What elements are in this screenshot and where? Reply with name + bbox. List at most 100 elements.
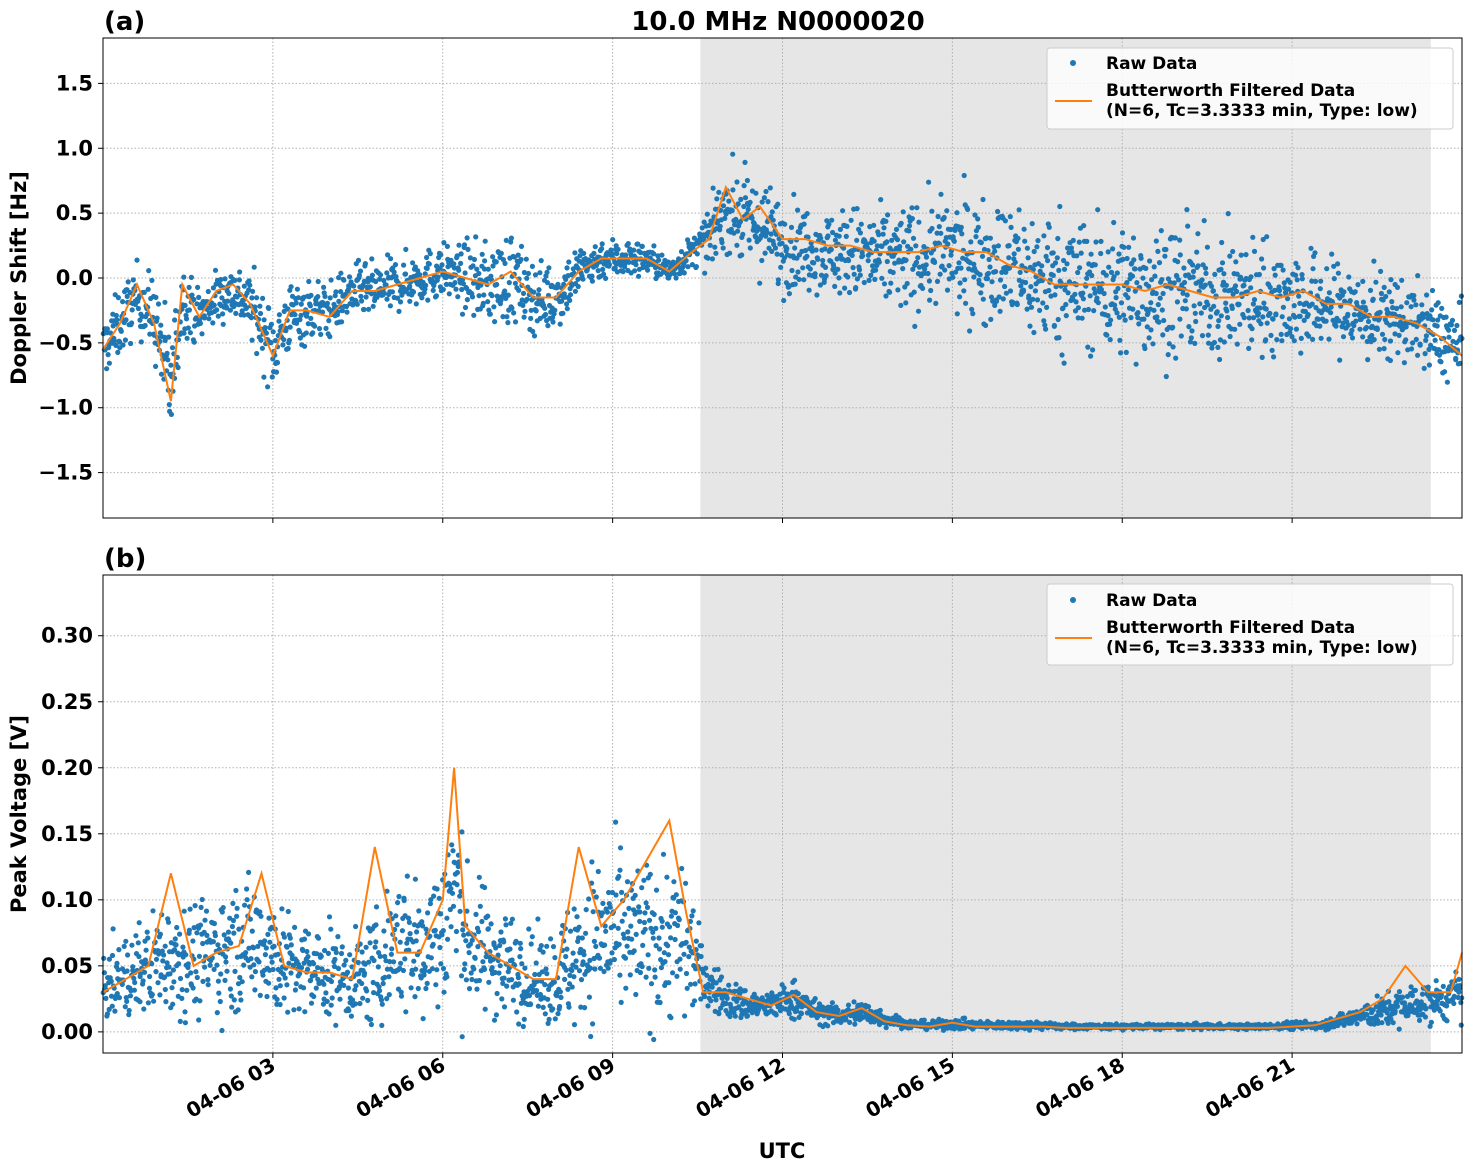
- panel-a-raw-point: [954, 311, 960, 317]
- panel-a-raw-point: [508, 239, 514, 245]
- panel-a-raw-point: [1446, 334, 1452, 340]
- panel-b-raw-point: [508, 920, 514, 926]
- panel-b-raw-point: [611, 923, 617, 929]
- panel-a-raw-point: [1105, 249, 1111, 255]
- panel-b-raw-point: [315, 976, 321, 982]
- panel-b-raw-point: [247, 916, 253, 922]
- panel-a-raw-point: [1105, 313, 1111, 319]
- panel-a-raw-point: [946, 263, 952, 269]
- panel-b-raw-point: [618, 999, 624, 1006]
- panel-b-raw-point: [106, 1006, 112, 1013]
- panel-a-raw-point: [1195, 263, 1201, 269]
- panel-a-raw-point: [719, 239, 725, 246]
- panel-a-raw-point: [1306, 333, 1312, 339]
- panel-b-raw-point: [281, 995, 287, 1001]
- panel-b-raw-point: [497, 963, 503, 969]
- panel-a-raw-point: [1181, 279, 1188, 286]
- panel-b-raw-point: [137, 999, 143, 1005]
- panel-a-raw-point: [1091, 308, 1097, 314]
- panel-b-raw-point: [636, 904, 642, 910]
- panel-a-raw-point: [438, 252, 444, 258]
- panel-a-raw-point: [767, 185, 773, 191]
- panel-b-raw-point: [648, 925, 654, 931]
- panel-a-raw-point: [512, 280, 519, 286]
- panel-a-raw-point: [1233, 259, 1239, 265]
- panel-b-raw-point: [544, 943, 550, 949]
- panel-a-raw-point: [195, 284, 201, 290]
- panel-a-raw-point: [1192, 310, 1198, 316]
- panel-a-raw-point: [1408, 304, 1414, 310]
- panel-a-raw-point: [346, 274, 353, 280]
- panel-b-raw-point: [677, 966, 683, 972]
- panel-b-raw-point: [624, 943, 630, 949]
- panel-a-raw-point: [1192, 340, 1198, 346]
- panel-a-raw-point: [1435, 317, 1441, 323]
- panel-b-raw-point: [149, 991, 155, 998]
- panel-a-raw-point: [1061, 257, 1067, 264]
- panel-a-raw-point: [1078, 250, 1084, 256]
- panel-a-raw-point: [357, 268, 364, 274]
- panel-b-raw-point: [274, 996, 280, 1003]
- panel-a-raw-point: [1141, 316, 1147, 322]
- panel-a-raw-point: [913, 259, 920, 265]
- panel-a-raw-point: [1443, 314, 1449, 320]
- panel-a-raw-point: [1003, 290, 1010, 296]
- panel-b-raw-point: [482, 884, 488, 891]
- panel-a-raw-point: [876, 259, 882, 265]
- panel-a-raw-point: [312, 323, 318, 329]
- panel-b-raw-point: [436, 895, 442, 901]
- panel-b-raw-point: [138, 971, 144, 977]
- panel-a-raw-point: [929, 225, 935, 232]
- panel-a-raw-point: [162, 337, 168, 343]
- panel-b-raw-point: [497, 942, 503, 949]
- panel-b-raw-point: [786, 1011, 792, 1017]
- panel-a-raw-point: [419, 295, 425, 301]
- panel-a-raw-point: [181, 330, 187, 336]
- panel-b-raw-point: [517, 954, 523, 960]
- panel-a-raw-point: [1113, 295, 1119, 301]
- panel-a-raw-point: [645, 267, 651, 273]
- panel-b-raw-point: [156, 951, 162, 957]
- panel-a-raw-point: [1434, 323, 1440, 329]
- panel-b-raw-point: [229, 1004, 235, 1010]
- panel-b-raw-point: [203, 908, 210, 914]
- panel-a-raw-point: [510, 310, 517, 316]
- panel-b-raw-point: [581, 952, 587, 958]
- panel-a-raw-point: [980, 196, 986, 203]
- panel-b-raw-point: [177, 1018, 183, 1024]
- panel-a-raw-point: [897, 243, 903, 250]
- panel-a-raw-point: [741, 183, 747, 189]
- panel-a-raw-point: [656, 257, 662, 263]
- panel-b-raw-point: [558, 994, 564, 1001]
- panel-a-raw-point: [165, 357, 171, 363]
- panel-b-raw-point: [535, 1003, 542, 1009]
- panel-a-raw-point: [1349, 327, 1355, 333]
- panel-a-raw-point: [1310, 336, 1316, 342]
- panel-a-raw-point: [1205, 332, 1211, 338]
- panel-b-raw-point: [691, 998, 698, 1004]
- panel-b-raw-point: [569, 967, 575, 974]
- panel-b-raw-point: [221, 932, 227, 938]
- panel-b-raw-point: [398, 989, 404, 995]
- panel-a-raw-point: [1237, 321, 1243, 327]
- panel-a-raw-point: [182, 302, 188, 308]
- panel-a-raw-point: [147, 331, 153, 337]
- panel-b-raw-point: [659, 924, 665, 930]
- panel-a-raw-point: [233, 310, 239, 316]
- panel-b-raw-point: [543, 966, 549, 972]
- panel-a-raw-point: [961, 172, 967, 179]
- panel-a-raw-point: [967, 328, 973, 334]
- panel-a-raw-point: [834, 256, 840, 262]
- panel-b-raw-point: [781, 985, 787, 991]
- panel-b-raw-point: [157, 992, 163, 998]
- panel-b-raw-point: [563, 953, 569, 960]
- panel-a-raw-point: [362, 261, 368, 267]
- panel-a-raw-point: [1064, 261, 1070, 267]
- panel-a-raw-point: [814, 292, 820, 298]
- panel-a-raw-point: [1121, 312, 1127, 318]
- panel-a-raw-point: [270, 329, 276, 335]
- panel-b-raw-point: [683, 970, 690, 977]
- panel-a-raw-point: [276, 318, 282, 324]
- panel-b-raw-point: [193, 969, 199, 975]
